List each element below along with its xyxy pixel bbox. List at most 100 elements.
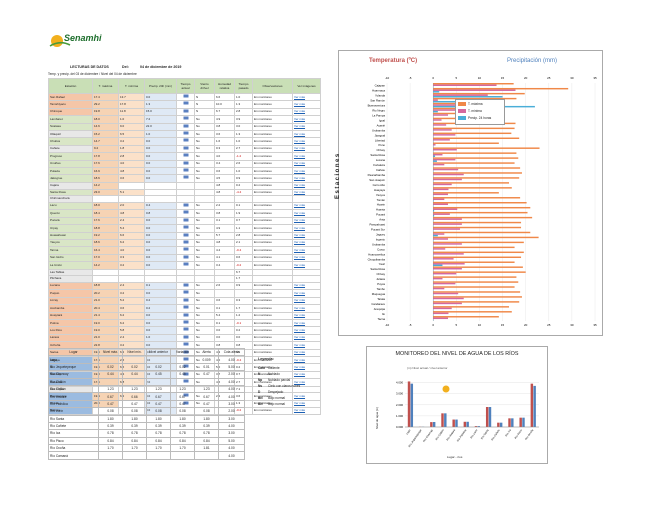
view-images-link[interactable]: [292, 268, 321, 277]
view-images-link[interactable]: Ver más: [292, 188, 321, 197]
view-images-link[interactable]: Ver más: [292, 137, 321, 146]
bar-precip: [433, 110, 438, 113]
level-value: 1.23: [146, 384, 171, 394]
precip-value: 0.0: [144, 253, 177, 263]
view-images-link[interactable]: Ver más: [292, 130, 321, 139]
bar-tmax: [433, 246, 515, 249]
level-value: 2.00: [218, 370, 245, 379]
view-images-link[interactable]: Ver más: [292, 231, 321, 240]
view-images-link[interactable]: Ver más: [292, 392, 321, 401]
view-images-link[interactable]: Ver más: [292, 224, 321, 233]
precip-value: [144, 188, 177, 197]
level-value: 2.00: [218, 407, 245, 416]
wind-dir: No: [194, 159, 215, 169]
view-images-link[interactable]: Ver más: [292, 296, 321, 306]
observation-text: En monitoreo: [252, 261, 293, 270]
level-value: 0.45: [170, 370, 195, 379]
river-bar-previous: [511, 418, 514, 427]
legend-meaning: Cielo con claros nubes: [268, 384, 301, 388]
view-images-link[interactable]: Ver más: [292, 261, 321, 270]
bar-tmin: [433, 213, 450, 215]
view-images-link[interactable]: Ver más: [292, 209, 321, 218]
bar-tmin: [433, 129, 452, 131]
bar-tmax: [433, 211, 528, 214]
river-name: Lago: [48, 355, 99, 364]
river-y-tick: 4.000: [396, 381, 403, 385]
x-tick-label-top: -5: [409, 76, 412, 80]
river-y-tick: 0.000: [396, 425, 403, 429]
view-images-link[interactable]: [292, 195, 321, 203]
view-images-link[interactable]: Ver más: [292, 100, 321, 109]
column-header: Tiempo actual: [176, 78, 195, 94]
station-name: Pilchaca: [48, 275, 93, 283]
level-value: 4.00: [218, 444, 245, 453]
view-images-link[interactable]: Ver más: [292, 246, 321, 255]
wind-dir: [194, 181, 215, 190]
tmin-value: 3.6: [118, 174, 145, 183]
station-label: Pampahuasi: [369, 223, 385, 227]
precip-value: 0.0: [144, 174, 177, 183]
view-images-link[interactable]: Ver más: [292, 356, 321, 365]
tmin-value: 9.0: [118, 122, 145, 132]
station-label: Chuquibamba: [368, 257, 386, 261]
view-images-link[interactable]: Ver más: [292, 144, 321, 154]
bar-tmax: [433, 97, 517, 100]
tmax-value: 17.0: [92, 253, 119, 263]
view-images-link[interactable]: Ver más: [292, 92, 321, 102]
view-images-link[interactable]: Ver más: [292, 370, 321, 380]
level-value: 1.70: [98, 444, 123, 453]
river-chart-subtitle: (m) Nivel actual / nivel anterior: [407, 366, 448, 370]
sun-cloud-icon: [183, 94, 188, 98]
view-images-link[interactable]: Ver más: [292, 363, 321, 372]
river-bar-current: [485, 407, 489, 427]
weather-icon: [176, 326, 195, 335]
bar-tmin: [433, 307, 452, 310]
view-images-link[interactable]: Ver más: [292, 311, 321, 321]
river-bar-previous: [432, 422, 436, 427]
view-images-link[interactable]: Ver más: [292, 253, 321, 263]
view-images-link[interactable]: Ver más: [292, 238, 321, 248]
view-images-link[interactable]: Ver más: [292, 326, 321, 335]
station-name: Scatasa: [48, 122, 93, 132]
view-images-link[interactable]: Ver más: [292, 318, 321, 328]
river-bar-current: [508, 418, 511, 427]
view-images-link[interactable]: Ver más: [292, 378, 321, 387]
station-row: Cañete 9.2 1.8 0.0 No 0.3 2.7 En monitoreo Ver m…: [48, 144, 321, 154]
river-y-tick: 2.000: [396, 403, 403, 407]
view-images-link[interactable]: [292, 275, 321, 283]
weather-icon: [176, 238, 195, 248]
view-images-link[interactable]: Ver más: [292, 407, 321, 415]
date-value: 04 de diciembre de 2019: [140, 65, 182, 69]
view-images-link[interactable]: Ver más: [292, 281, 321, 291]
bar-tmax: [433, 202, 527, 204]
view-images-link[interactable]: Ver más: [292, 201, 321, 211]
station-label: Libertad: [375, 138, 386, 142]
sun-cloud-icon: [183, 305, 188, 309]
weather-icon: [176, 231, 195, 240]
precip-value: 0.0: [144, 261, 177, 270]
view-images-link[interactable]: Ver más: [292, 304, 321, 313]
view-images-link[interactable]: Ver más: [292, 216, 321, 226]
level-value: 1.70: [122, 444, 147, 453]
station-row: Los Ríos 19.0 5.8 0.0 No 3.0 0.2 En monitoreo Ve…: [48, 326, 321, 335]
humidity-value: 2.8: [234, 107, 253, 117]
bar-tmax: [433, 182, 510, 184]
level-column-header: Alerta: [194, 347, 219, 357]
view-images-link[interactable]: Ver más: [292, 115, 321, 124]
view-images-link[interactable]: Ver más: [292, 107, 321, 117]
station-row: Chiroque 19.8 11.8 15.0 N 6.7 2.8 En monitoreo V…: [48, 107, 321, 117]
view-images-link[interactable]: Ver más: [292, 167, 321, 176]
station-row: Laraos 21.0 2.4 1.0 No 3.0 0.0 En monitoreo Ver …: [48, 333, 321, 343]
view-images-link[interactable]: Ver más: [292, 152, 321, 161]
view-images-link[interactable]: Ver más: [292, 333, 321, 343]
view-images-link[interactable]: Ver más: [292, 122, 321, 132]
humidity-value: 3.9: [234, 115, 253, 124]
view-images-link[interactable]: Ver más: [292, 341, 321, 350]
view-images-link[interactable]: Ver más: [292, 174, 321, 183]
view-images-link[interactable]: Ver más: [292, 348, 321, 358]
view-images-link[interactable]: Ver más: [292, 289, 321, 298]
view-images-link[interactable]: Ver más: [292, 159, 321, 169]
view-images-link[interactable]: Ver más: [292, 181, 321, 190]
bar-tmin: [433, 233, 445, 235]
view-images-link[interactable]: Ver más: [292, 399, 321, 409]
